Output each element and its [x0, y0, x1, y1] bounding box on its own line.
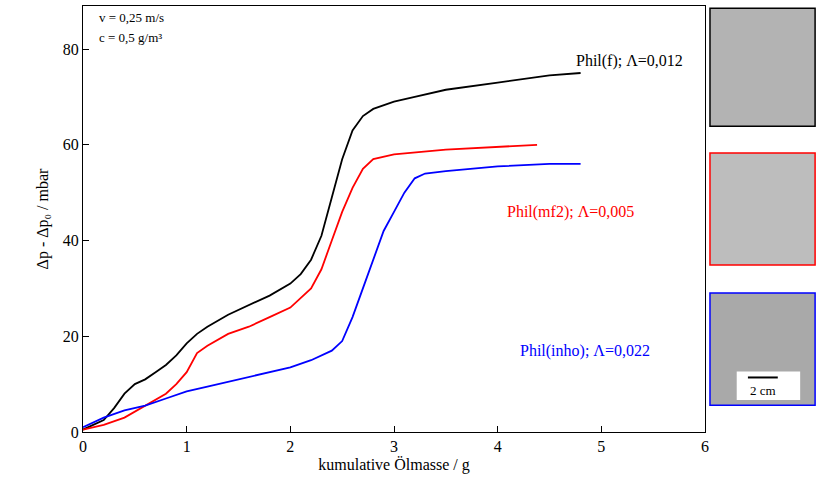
svg-text:kumulative Ölmasse / g: kumulative Ölmasse / g — [318, 456, 470, 474]
svg-text:Phil(inho); Λ=0,022: Phil(inho); Λ=0,022 — [520, 342, 650, 360]
svg-text:2 cm: 2 cm — [750, 383, 776, 398]
svg-text:0: 0 — [79, 438, 87, 455]
svg-text:v = 0,25 m/s: v = 0,25 m/s — [99, 10, 164, 25]
svg-text:6: 6 — [701, 438, 709, 455]
svg-text:Phil(f); Λ=0,012: Phil(f); Λ=0,012 — [576, 52, 683, 70]
svg-text:0: 0 — [71, 424, 79, 441]
svg-text:80: 80 — [63, 41, 79, 58]
svg-text:Δp - Δp₀ / mbar: Δp - Δp₀ / mbar — [34, 168, 52, 269]
svg-text:3: 3 — [390, 438, 398, 455]
svg-text:c = 0,5 g/m³: c = 0,5 g/m³ — [99, 30, 162, 45]
svg-text:20: 20 — [63, 328, 79, 345]
svg-text:5: 5 — [597, 438, 605, 455]
svg-text:40: 40 — [63, 232, 79, 249]
svg-text:Phil(mf2); Λ=0,005: Phil(mf2); Λ=0,005 — [507, 203, 634, 221]
svg-text:1: 1 — [183, 438, 191, 455]
svg-text:2: 2 — [286, 438, 294, 455]
svg-text:60: 60 — [63, 136, 79, 153]
svg-text:4: 4 — [494, 438, 502, 455]
